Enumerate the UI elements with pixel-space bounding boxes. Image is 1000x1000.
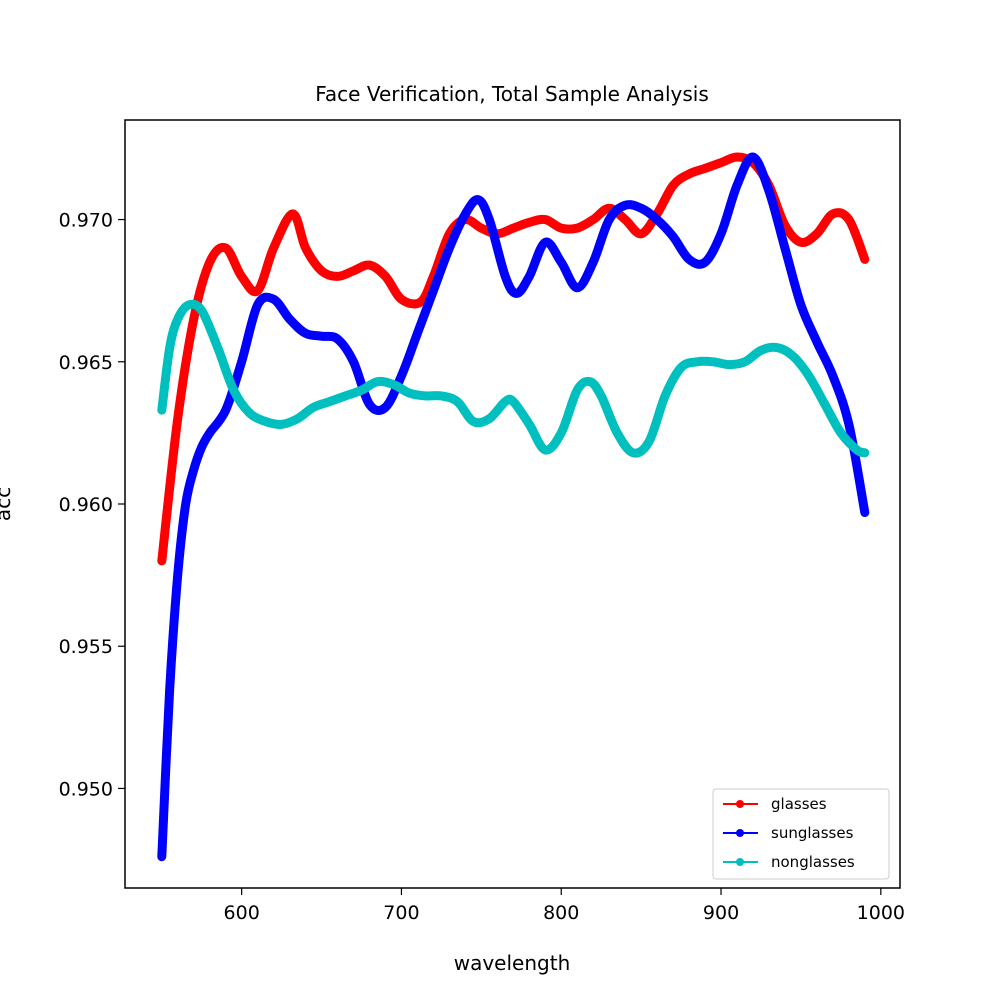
- y-tick-label: 0.955: [59, 636, 113, 658]
- chart-title: Face Verification, Total Sample Analysis: [315, 82, 709, 106]
- x-tick-label: 900: [703, 902, 739, 924]
- legend-label-glasses: glasses: [771, 795, 827, 813]
- x-axis-label: wavelength: [454, 951, 571, 975]
- legend-marker-glasses: [736, 800, 744, 808]
- legend-label-nonglasses: nonglasses: [771, 853, 855, 871]
- series-line-nonglasses: [157, 299, 870, 458]
- legend-box: [712, 788, 890, 880]
- y-tick-label: 0.965: [59, 352, 113, 374]
- legend-label-sunglasses: sunglasses: [771, 824, 854, 842]
- y-tick-label: 0.960: [59, 494, 113, 516]
- x-tick-label: 600: [224, 902, 260, 924]
- x-tick-label: 800: [543, 902, 579, 924]
- series-line-sunglasses: [157, 152, 870, 862]
- series-layer: [157, 152, 870, 862]
- legend-marker-nonglasses: [736, 858, 744, 866]
- series-line-glasses: [157, 152, 870, 566]
- legend: glasses sunglasses nonglasses: [712, 788, 890, 880]
- ticks-layer: 600 700 800 900 1000 0.950 0.955 0.960 0.965 0.97…: [59, 210, 905, 924]
- y-axis-label: acc: [0, 487, 15, 521]
- legend-marker-sunglasses: [736, 829, 744, 837]
- y-tick-label: 0.970: [59, 210, 113, 232]
- y-tick-label: 0.950: [59, 778, 113, 800]
- x-tick-label: 1000: [857, 902, 905, 924]
- x-tick-label: 700: [383, 902, 419, 924]
